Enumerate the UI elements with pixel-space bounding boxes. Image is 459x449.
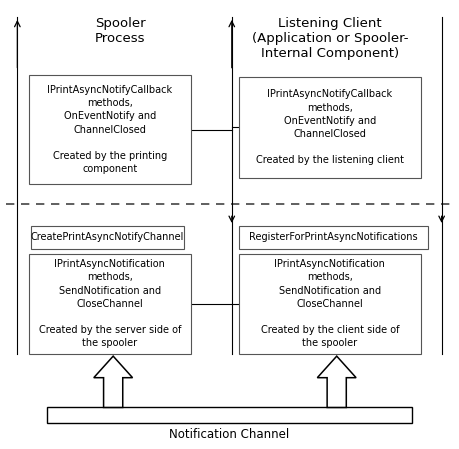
- FancyBboxPatch shape: [239, 254, 421, 354]
- Text: RegisterForPrintAsyncNotifications: RegisterForPrintAsyncNotifications: [249, 233, 418, 242]
- Text: CreatePrintAsyncNotifyChannel: CreatePrintAsyncNotifyChannel: [31, 233, 184, 242]
- Text: IPrintAsyncNotifyCallback
methods,
OnEventNotify and
ChannelClosed

Created by t: IPrintAsyncNotifyCallback methods, OnEve…: [47, 85, 172, 174]
- Text: Notification Channel: Notification Channel: [169, 427, 290, 440]
- FancyBboxPatch shape: [31, 226, 184, 249]
- Polygon shape: [94, 356, 133, 407]
- FancyBboxPatch shape: [239, 226, 428, 249]
- FancyBboxPatch shape: [29, 254, 191, 354]
- Text: Spooler
Process: Spooler Process: [95, 17, 146, 45]
- Polygon shape: [317, 356, 356, 407]
- Text: IPrintAsyncNotification
methods,
SendNotification and
CloseChannel

Created by t: IPrintAsyncNotification methods, SendNot…: [39, 259, 181, 348]
- FancyBboxPatch shape: [29, 75, 191, 185]
- FancyBboxPatch shape: [239, 77, 421, 178]
- Text: IPrintAsyncNotifyCallback
methods,
OnEventNotify and
ChannelClosed

Created by t: IPrintAsyncNotifyCallback methods, OnEve…: [256, 89, 404, 165]
- FancyBboxPatch shape: [47, 407, 412, 423]
- Text: Listening Client
(Application or Spooler-
Internal Component): Listening Client (Application or Spooler…: [252, 17, 408, 60]
- Text: IPrintAsyncNotification
methods,
SendNotification and
CloseChannel

Created by t: IPrintAsyncNotification methods, SendNot…: [261, 259, 399, 348]
